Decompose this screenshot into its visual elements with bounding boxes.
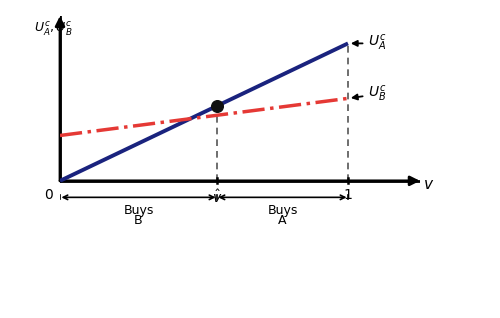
Text: B: B [134,214,143,227]
Point [213,103,221,108]
Text: A: A [278,214,286,227]
Text: $v$: $v$ [423,177,434,192]
Text: $U_B^c$: $U_B^c$ [353,84,386,104]
Text: Buys: Buys [268,204,298,217]
Text: 1: 1 [344,188,352,203]
Text: Buys: Buys [124,204,154,217]
Text: $\hat{v}$: $\hat{v}$ [212,188,222,206]
Text: $U_A^c$: $U_A^c$ [353,33,386,53]
Text: $U_A^c, U_B^c$: $U_A^c, U_B^c$ [34,20,72,38]
Text: 0: 0 [44,188,53,203]
